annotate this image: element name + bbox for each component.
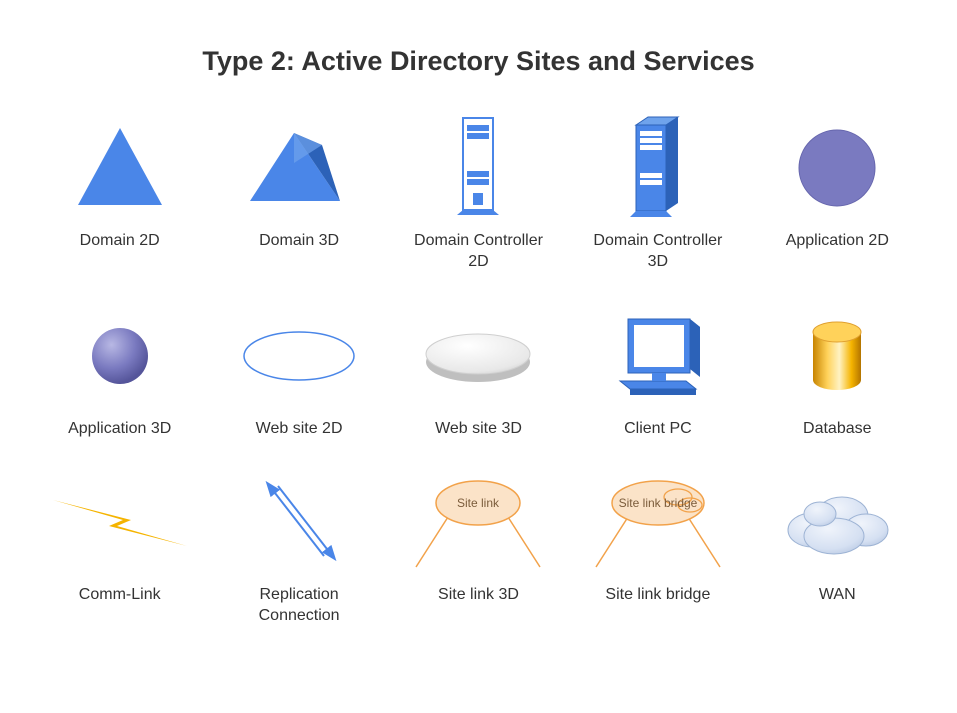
item-label: Site link 3D	[438, 585, 519, 606]
dc-2d-icon	[443, 113, 513, 223]
replication-icon	[244, 472, 354, 572]
item-label: Domain Controller 2D	[414, 231, 543, 273]
comm-link-icon	[45, 482, 195, 562]
item-label: Client PC	[624, 419, 692, 440]
item-label: Replication Connection	[259, 585, 340, 627]
item-domain-2d: Domain 2D	[30, 113, 209, 273]
item-website-2d: Web site 2D	[209, 301, 388, 440]
website-2d-icon	[234, 326, 364, 386]
item-label: Database	[803, 419, 872, 440]
app-3d-icon	[85, 321, 155, 391]
item-label: Domain 2D	[80, 231, 160, 252]
item-dc-2d: Domain Controller 2D	[389, 113, 568, 273]
item-label: Application 2D	[786, 231, 889, 252]
item-dc-3d: Domain Controller 3D	[568, 113, 747, 273]
item-label: Site link bridge	[605, 585, 710, 606]
item-label: Comm-Link	[79, 585, 161, 606]
item-label: Domain 3D	[259, 231, 339, 252]
website-3d-icon	[413, 326, 543, 386]
item-label: Domain Controller 3D	[593, 231, 722, 273]
item-replication: Replication Connection	[209, 467, 388, 627]
wan-icon	[772, 482, 902, 562]
inner-label: Site link	[457, 496, 500, 510]
domain-2d-icon	[70, 123, 170, 213]
item-label: Web site 3D	[435, 419, 522, 440]
client-pc-icon	[608, 311, 708, 401]
item-website-3d: Web site 3D	[389, 301, 568, 440]
page-title: Type 2: Active Directory Sites and Servi…	[0, 0, 957, 77]
site-link-bridge-icon: Site link bridge	[578, 467, 738, 577]
icon-grid: Domain 2D Domain 3D Domain Controller 2D	[0, 77, 957, 627]
item-app-3d: Application 3D	[30, 301, 209, 440]
item-database: Database	[748, 301, 927, 440]
dc-3d-icon	[618, 113, 698, 223]
item-label: WAN	[819, 585, 856, 606]
site-link-3d-icon: Site link	[398, 467, 558, 577]
domain-3d-icon	[244, 123, 354, 213]
item-wan: WAN	[748, 467, 927, 627]
item-label: Web site 2D	[256, 419, 343, 440]
inner-label: Site link bridge	[619, 496, 698, 510]
item-label: Application 3D	[68, 419, 171, 440]
item-site-link-3d: Site link Site link 3D	[389, 467, 568, 627]
item-comm-link: Comm-Link	[30, 467, 209, 627]
item-site-link-bridge: Site link bridge Site link bridge	[568, 467, 747, 627]
item-app-2d: Application 2D	[748, 113, 927, 273]
database-icon	[802, 316, 872, 396]
item-client-pc: Client PC	[568, 301, 747, 440]
app-2d-icon	[792, 123, 882, 213]
item-domain-3d: Domain 3D	[209, 113, 388, 273]
